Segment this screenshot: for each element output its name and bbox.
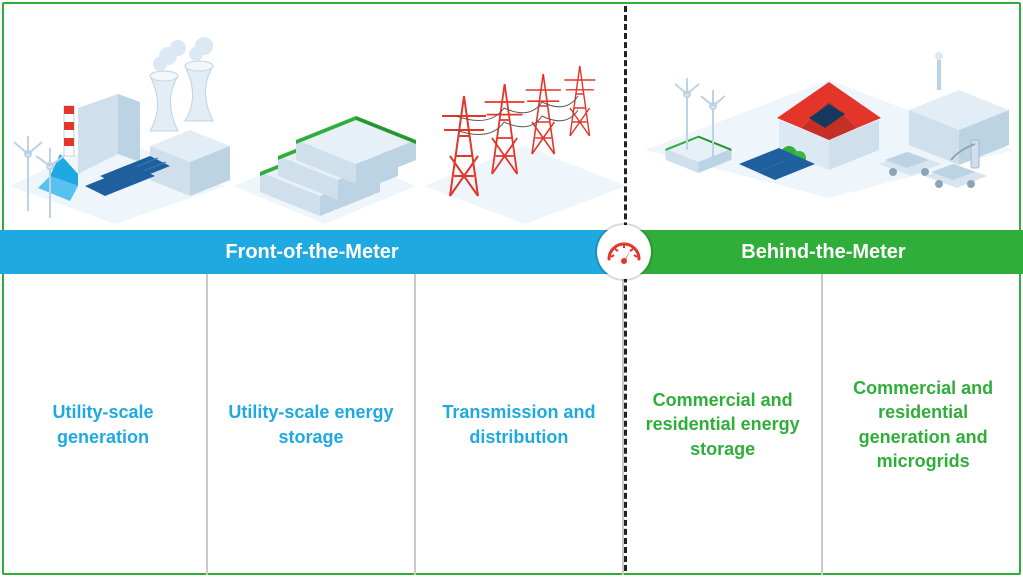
meter-divider-line [624,6,627,571]
front-illustrations [0,0,630,230]
illustration-row [0,0,1023,230]
col-utility-generation: Utility-scale generation [0,274,208,575]
columns-row: Utility-scale generation Utility-scale e… [0,274,1023,575]
transmission-towers-icon [420,56,630,226]
behind-illustrations [630,0,1023,230]
col-utility-storage: Utility-scale energy storage [208,274,416,575]
col-cr-generation: Commercial and residential generation an… [823,274,1022,575]
col-transmission: Transmission and distribution [416,274,624,575]
power-plant-icon [0,36,230,226]
battery-containers-icon [230,76,420,226]
illus-transmission-towers [420,0,630,230]
col-cr-storage: Commercial and residential energy storag… [624,274,823,575]
header-row: Front-of-the-Meter Behind-the-Meter [0,230,1023,274]
meter-badge [597,225,651,279]
front-of-meter-header: Front-of-the-Meter [0,230,624,274]
house-solar-ev-icon [639,0,1019,200]
behind-the-meter-header: Behind-the-Meter [624,230,1023,274]
illus-power-plant [0,0,230,230]
gauge-icon [603,231,645,273]
illus-battery-containers [230,0,420,230]
